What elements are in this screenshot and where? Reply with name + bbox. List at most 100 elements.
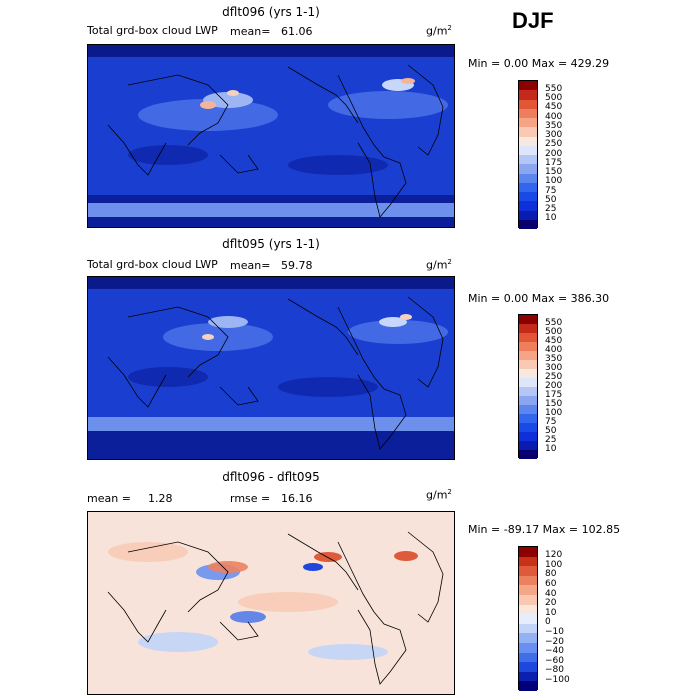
colorbar-tick-label: −60 bbox=[545, 655, 564, 666]
colorbar-tick-label: 300 bbox=[545, 362, 563, 373]
colorbar-tick-label: 150 bbox=[545, 167, 563, 177]
colorbar-swatch bbox=[519, 585, 537, 595]
colorbar-swatch bbox=[519, 136, 537, 146]
colorbar-swatch bbox=[519, 351, 537, 360]
colorbar-swatch bbox=[519, 90, 537, 100]
panel-3-mean-value: 1.28 bbox=[148, 492, 173, 505]
colorbar-swatch bbox=[519, 450, 537, 459]
panel-1-mean-value: 61.06 bbox=[281, 25, 313, 38]
colorbar-tick-label: 10 bbox=[545, 213, 557, 224]
colorbar-swatch bbox=[519, 671, 537, 682]
panel-1-subtitle: Total grd-box cloud LWP bbox=[87, 24, 218, 37]
colorbar-swatch bbox=[519, 594, 537, 605]
season-label: DJF bbox=[512, 8, 554, 33]
colorbar-swatch bbox=[519, 575, 537, 586]
colorbar-swatch bbox=[519, 164, 537, 174]
panel-3-rmse-label: rmse = bbox=[230, 492, 271, 505]
colorbar-tick-label: 100 bbox=[545, 176, 563, 187]
colorbar-swatch bbox=[519, 173, 537, 183]
panel-1-mean-label: mean= bbox=[230, 25, 271, 38]
colorbar-tick-label: −10 bbox=[545, 626, 564, 637]
colorbar-tick-label: 550 bbox=[545, 83, 563, 94]
colorbar-tick-label: 400 bbox=[545, 111, 563, 122]
colorbar-tick-label: 300 bbox=[545, 130, 563, 140]
colorbar-swatch bbox=[519, 145, 537, 155]
panel-3-mean-label: mean = bbox=[87, 492, 131, 505]
colorbar-swatch bbox=[519, 387, 537, 396]
colorbar-swatch bbox=[519, 99, 537, 109]
colorbar-swatch bbox=[519, 369, 537, 378]
colorbar-swatch bbox=[519, 414, 537, 423]
panel-3-rmse-value: 16.16 bbox=[281, 492, 313, 505]
panel-3-title: dflt096 - dflt095 bbox=[222, 470, 320, 484]
colorbar-tick-label: 150 bbox=[545, 398, 563, 409]
panel-1-minmax: Min = 0.00 Max = 429.29 bbox=[468, 57, 610, 70]
colorbar-swatch bbox=[519, 378, 537, 387]
panel-2-units: g/m2 bbox=[426, 258, 452, 272]
colorbar-swatch bbox=[519, 210, 537, 220]
colorbar-swatch bbox=[519, 396, 537, 405]
colorbar-tick-label: 450 bbox=[545, 102, 563, 113]
colorbar-tick-label: 50 bbox=[545, 194, 557, 205]
colorbar-swatch bbox=[519, 547, 537, 557]
colorbar-swatch bbox=[519, 118, 537, 128]
colorbar-tick-label: 100 bbox=[545, 559, 563, 570]
colorbar-tick-label: 100 bbox=[545, 407, 563, 418]
colorbar-swatch bbox=[519, 182, 537, 192]
colorbar-tick-label: 20 bbox=[545, 598, 557, 609]
colorbar-tick-label: 75 bbox=[545, 185, 557, 196]
colorbar-swatch bbox=[519, 623, 537, 634]
colorbar-tick-label: 40 bbox=[545, 588, 557, 599]
colorbar-tick-label: 400 bbox=[545, 344, 563, 355]
colorbar-tick-label: 120 bbox=[545, 550, 563, 561]
colorbar-swatch bbox=[519, 432, 537, 441]
colorbar-tick-label: 350 bbox=[545, 353, 563, 364]
colorbar-swatch bbox=[519, 556, 537, 567]
panel-2-map bbox=[87, 276, 455, 460]
colorbar-tick-label: 80 bbox=[545, 569, 557, 580]
colorbar-tick-label: 75 bbox=[545, 416, 557, 427]
colorbar-swatch bbox=[519, 566, 537, 576]
colorbar-swatch bbox=[519, 219, 537, 229]
panel-2-colorbar bbox=[518, 314, 538, 459]
colorbar-swatch bbox=[519, 652, 537, 663]
colorbar-tick-label: 350 bbox=[545, 120, 563, 131]
colorbar-tick-label: 200 bbox=[545, 380, 563, 391]
colorbar-tick-label: 550 bbox=[545, 317, 563, 328]
colorbar-swatch bbox=[519, 360, 537, 369]
colorbar-tick-label: 25 bbox=[545, 434, 557, 445]
colorbar-tick-label: 500 bbox=[545, 93, 563, 103]
colorbar-tick-label: 250 bbox=[545, 371, 563, 382]
colorbar-swatch bbox=[519, 423, 537, 432]
colorbar-swatch bbox=[519, 604, 537, 615]
panel-1-map bbox=[87, 44, 455, 228]
colorbar-tick-label: 25 bbox=[545, 204, 557, 214]
colorbar-tick-label: 0 bbox=[545, 617, 551, 628]
panel-1-title: dflt096 (yrs 1-1) bbox=[222, 5, 320, 19]
panel-3-minmax: Min = -89.17 Max = 102.85 bbox=[468, 523, 621, 536]
panel-3-units: g/m2 bbox=[426, 488, 452, 502]
panel-1-colorbar bbox=[518, 80, 538, 229]
colorbar-swatch bbox=[519, 662, 537, 672]
colorbar-swatch bbox=[519, 155, 537, 165]
panel-1-units: g/m2 bbox=[426, 24, 452, 38]
panel-2-title: dflt095 (yrs 1-1) bbox=[222, 237, 320, 251]
colorbar-tick-label: 10 bbox=[545, 607, 557, 618]
colorbar-swatch bbox=[519, 614, 537, 624]
colorbar-tick-label: −80 bbox=[545, 665, 564, 676]
colorbar-swatch bbox=[519, 192, 537, 202]
panel-2-mean-value: 59.78 bbox=[281, 259, 313, 272]
colorbar-swatch bbox=[519, 315, 537, 324]
colorbar-swatch bbox=[519, 127, 537, 137]
colorbar-swatch bbox=[519, 333, 537, 342]
colorbar-swatch bbox=[519, 81, 537, 91]
colorbar-swatch bbox=[519, 324, 537, 333]
colorbar-swatch bbox=[519, 642, 537, 653]
colorbar-tick-label: 60 bbox=[545, 578, 557, 589]
colorbar-tick-label: −40 bbox=[545, 646, 564, 657]
colorbar-swatch bbox=[519, 681, 537, 691]
colorbar-swatch bbox=[519, 108, 537, 118]
colorbar-swatch bbox=[519, 201, 537, 211]
colorbar-tick-label: 450 bbox=[545, 335, 563, 346]
panel-2-minmax: Min = 0.00 Max = 386.30 bbox=[468, 292, 610, 305]
